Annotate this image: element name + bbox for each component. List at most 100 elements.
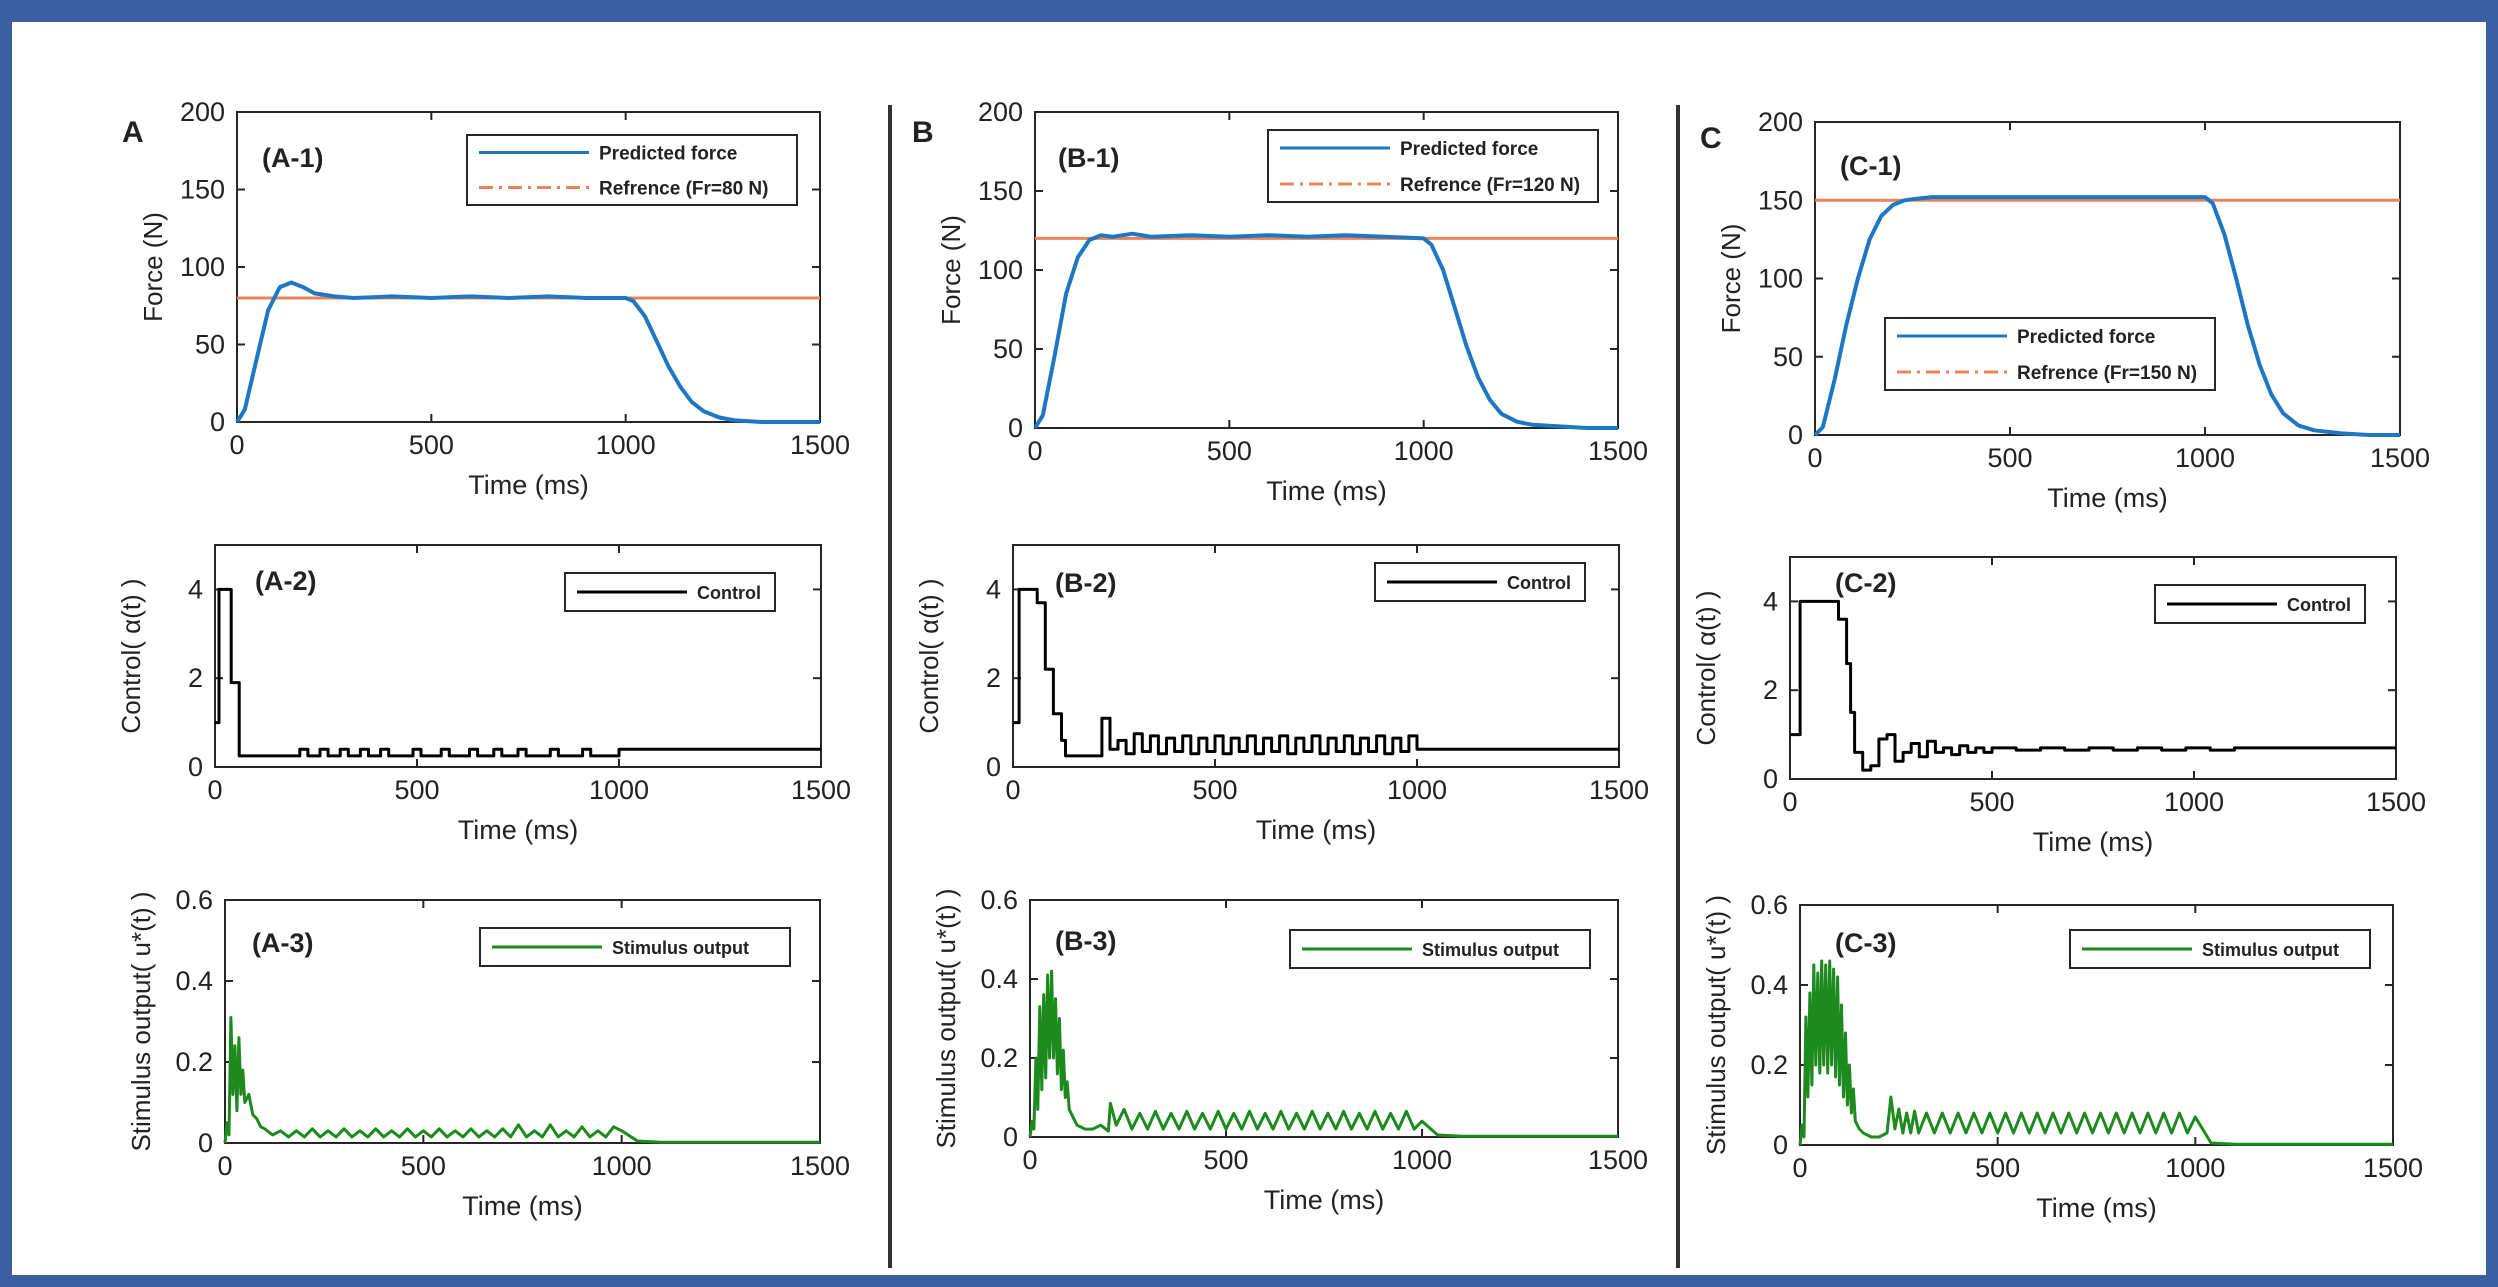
y-axis-label: Control( α(t) ) [914, 578, 944, 733]
y-tick-label: 0 [1788, 420, 1803, 450]
y-tick-label: 0 [1773, 1130, 1788, 1160]
y-tick-label: 0.4 [175, 966, 213, 996]
x-tick-label: 500 [1207, 436, 1252, 466]
legend: Control [1374, 562, 1586, 602]
y-tick-label: 150 [1758, 185, 1803, 215]
y-tick-label: 2 [188, 663, 203, 693]
legend-box [466, 134, 798, 206]
x-tick-label: 1500 [2366, 787, 2426, 817]
x-tick-label: 500 [1987, 443, 2032, 473]
y-tick-label: 200 [1758, 107, 1803, 137]
x-tick-label: 1000 [2165, 1153, 2225, 1183]
y-tick-label: 0 [188, 752, 203, 782]
chart-c-1: 0 500 1000 1500 0 50 100 150 200 Time (ms) Force (… [1716, 107, 2430, 513]
y-tick-label: 50 [1773, 342, 1803, 372]
legend-label: Refrence (Fr=80 N) [599, 179, 768, 200]
panel-label: (C-3) [1835, 928, 1897, 958]
x-axis-label: Time (ms) [462, 1191, 582, 1221]
legend: Control [564, 572, 776, 612]
legend-label: Refrence (Fr=150 N) [2017, 363, 2197, 384]
y-axis-label: Control( α(t) ) [1691, 590, 1721, 745]
panel-label: (B-2) [1055, 568, 1117, 598]
x-tick-label: 0 [1792, 1153, 1807, 1183]
x-tick-label: 500 [394, 775, 439, 805]
y-axis-label: Force (N) [1716, 224, 1746, 334]
legend-label: Predicted force [2017, 327, 2155, 348]
x-tick-label: 500 [1969, 787, 2014, 817]
x-tick-label: 500 [1192, 775, 1237, 805]
x-tick-label: 1000 [1394, 436, 1454, 466]
panel-label: (A-3) [252, 928, 314, 958]
x-tick-label: 1000 [1387, 775, 1447, 805]
x-tick-label: 0 [1782, 787, 1797, 817]
panel-label: (A-1) [262, 143, 324, 173]
x-axis-label: Time (ms) [2036, 1193, 2156, 1223]
legend-label: Predicted force [1400, 139, 1538, 160]
y-tick-label: 100 [180, 252, 225, 282]
y-tick-label: 4 [1763, 586, 1778, 616]
y-axis-label: Stimulus output( u*(t) ) [931, 888, 961, 1148]
legend: Predicted force Refrence (Fr=150 N) [1884, 317, 2216, 391]
y-tick-label: 0 [1008, 413, 1023, 443]
series-line [223, 1016, 820, 1144]
legend-label: Stimulus output [1422, 940, 1559, 960]
column-letter-a: A [122, 116, 144, 149]
legend-label: Stimulus output [2202, 940, 2339, 960]
y-tick-label: 100 [978, 255, 1023, 285]
panel-label: (B-3) [1055, 926, 1117, 956]
y-tick-label: 0 [1003, 1122, 1018, 1152]
panel-label: (C-1) [1840, 151, 1902, 181]
panel-label: (C-2) [1835, 568, 1897, 598]
y-tick-label: 0.6 [175, 885, 213, 915]
legend: Control [2154, 584, 2366, 624]
legend-label: Control [1507, 573, 1571, 593]
x-axis-label: Time (ms) [2033, 827, 2153, 857]
panel-label: (B-1) [1058, 143, 1120, 173]
y-tick-label: 150 [180, 175, 225, 205]
x-tick-label: 1000 [596, 430, 656, 460]
chart-b-2: 0 500 1000 1500 0 2 4 Time (ms) Control( α(t) ) (… [914, 544, 1649, 845]
x-tick-label: 0 [1027, 436, 1042, 466]
column-letter-b: B [912, 116, 934, 149]
y-tick-label: 0.2 [980, 1043, 1018, 1073]
y-tick-label: 0.2 [1750, 1050, 1788, 1080]
y-tick-label: 0.4 [980, 964, 1018, 994]
x-tick-label: 1500 [790, 1151, 850, 1181]
legend-label: Stimulus output [612, 938, 749, 958]
x-tick-label: 0 [217, 1151, 232, 1181]
legend: Stimulus output [2069, 929, 2371, 969]
x-tick-label: 1000 [592, 1151, 652, 1181]
x-tick-label: 1500 [1589, 775, 1649, 805]
x-tick-label: 1500 [2370, 443, 2430, 473]
chart-b-3: 0 500 1000 1500 0 0.2 0.4 0.6 Time (ms) Stimulus … [931, 885, 1648, 1215]
y-tick-label: 0 [986, 752, 1001, 782]
x-axis-label: Time (ms) [468, 470, 588, 500]
y-axis-label: Force (N) [936, 215, 966, 325]
x-tick-label: 1000 [589, 775, 649, 805]
x-tick-label: 500 [409, 430, 454, 460]
y-tick-label: 150 [978, 176, 1023, 206]
x-tick-label: 1000 [2164, 787, 2224, 817]
x-tick-label: 1500 [791, 775, 851, 805]
y-axis-label: Stimulus output( u*(t) ) [1701, 895, 1731, 1155]
y-tick-label: 50 [195, 330, 225, 360]
column-letter-c: C [1700, 122, 1722, 155]
y-axis-label: Stimulus output( u*(t) ) [126, 891, 156, 1151]
chart-c-2: 0 500 1000 1500 0 2 4 Time (ms) Control( α(t) ) (… [1691, 556, 2426, 857]
x-axis-label: Time (ms) [2047, 483, 2167, 513]
x-tick-label: 1500 [1588, 436, 1648, 466]
x-tick-label: 500 [1975, 1153, 2020, 1183]
x-tick-label: 0 [1022, 1145, 1037, 1175]
y-tick-label: 0 [210, 407, 225, 437]
series-line [235, 280, 820, 424]
y-tick-label: 0 [198, 1128, 213, 1158]
y-tick-label: 0.4 [1750, 970, 1788, 1000]
chart-c-3: 0 500 1000 1500 0 0.2 0.4 0.6 Time (ms) Stimulus … [1701, 890, 2423, 1223]
y-tick-label: 2 [986, 663, 1001, 693]
series-line [1033, 231, 1618, 430]
legend-box [1884, 317, 2216, 391]
x-tick-label: 1000 [2175, 443, 2235, 473]
y-tick-label: 4 [986, 574, 1001, 604]
series-line [1798, 959, 2393, 1146]
